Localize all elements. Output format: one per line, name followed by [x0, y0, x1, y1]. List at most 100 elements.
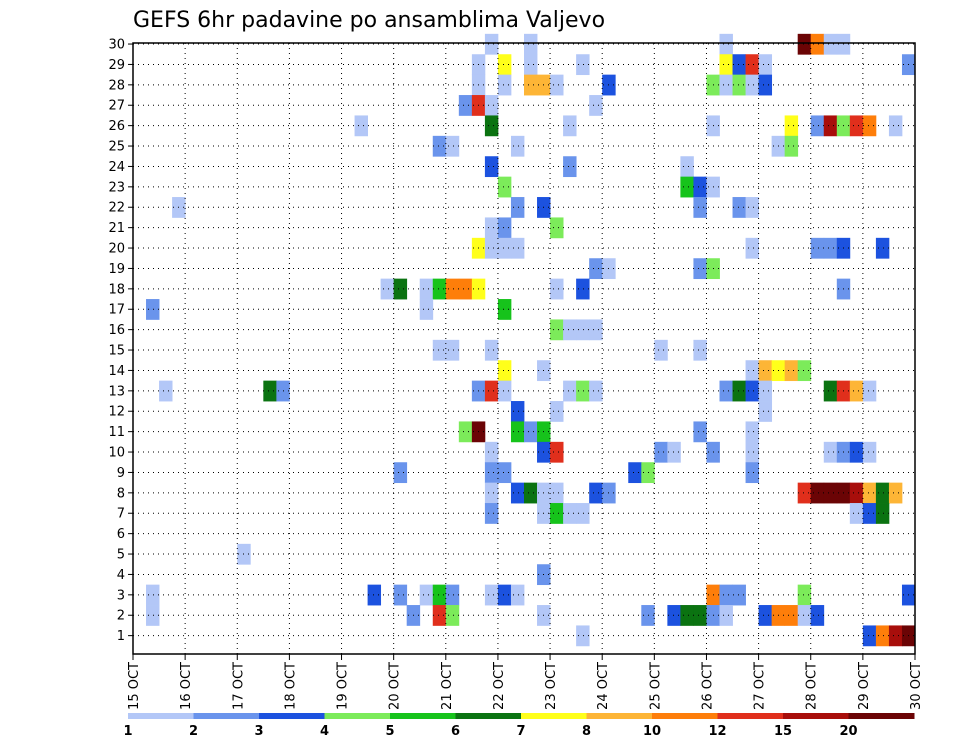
cell-177 [419, 584, 434, 606]
cell-69 [823, 237, 838, 259]
cell-145 [497, 462, 512, 484]
cell-30 [589, 95, 603, 116]
cell-33 [563, 115, 577, 137]
cell-23 [719, 74, 733, 96]
cell-90 [563, 319, 577, 341]
cell-167 [563, 503, 577, 524]
y-tick-label-30: 30 [108, 38, 125, 53]
cell-48 [563, 156, 577, 178]
cell-117 [758, 380, 773, 402]
cell-55 [510, 197, 525, 218]
cell-64 [484, 237, 499, 259]
cell-164 [484, 503, 499, 524]
cell-194 [667, 605, 681, 626]
cell-169 [849, 503, 864, 524]
cell-191 [445, 605, 460, 626]
cell-203 [810, 605, 825, 626]
cell-176 [393, 584, 408, 606]
cell-88 [497, 299, 512, 320]
cell-24 [732, 74, 746, 96]
cell-10 [576, 54, 590, 76]
cell-62 [550, 217, 564, 239]
cell-136 [667, 441, 681, 463]
cell-186 [797, 584, 812, 606]
x-axis: 15 OCT 16 OCT 17 OCT 18 OCT 19 OCT 20 OCT 21 O… [127, 654, 924, 710]
cell-36 [810, 115, 825, 137]
cell-78 [419, 278, 434, 300]
cell-175 [367, 584, 382, 606]
cell-71 [875, 237, 890, 259]
cell-98 [497, 360, 512, 382]
cell-103 [784, 360, 799, 382]
cell-20 [550, 74, 564, 96]
colorbar-swatch-0 [128, 713, 194, 719]
y-tick-label-16: 16 [108, 323, 125, 338]
cell-134 [550, 441, 564, 463]
y-axis: 1234567891011121314151617181920212223242… [108, 38, 133, 644]
colorbar-swatch-2 [259, 713, 325, 719]
y-tick-label-8: 8 [117, 486, 125, 501]
cell-124 [758, 401, 773, 422]
cell-188 [146, 605, 160, 626]
cell-115 [732, 380, 746, 402]
y-tick-label-25: 25 [108, 140, 125, 155]
cell-168 [576, 503, 590, 524]
y-tick-label-1: 1 [117, 629, 125, 644]
cell-128 [524, 421, 538, 443]
cell-60 [484, 217, 499, 239]
colorbar-label-8: 10 [643, 724, 661, 739]
cell-13 [745, 54, 759, 76]
cell-95 [484, 339, 499, 361]
cell-37 [823, 115, 838, 137]
cell-80 [445, 278, 460, 300]
x-tick-label-6: 21 OCT [440, 662, 455, 710]
cell-27 [458, 95, 473, 116]
cell-151 [524, 482, 538, 504]
cell-96 [654, 339, 668, 361]
colorbar-swatch-1 [193, 713, 260, 719]
cell-201 [784, 605, 799, 626]
colorbar-swatch-3 [324, 713, 391, 719]
cell-66 [510, 237, 525, 259]
cell-179 [445, 584, 460, 606]
cell-131 [745, 421, 759, 443]
cell-12 [732, 54, 746, 76]
cell-106 [263, 380, 277, 402]
y-tick-label-11: 11 [108, 425, 125, 440]
cell-1 [524, 33, 538, 55]
cell-122 [510, 401, 525, 422]
cell-57 [693, 197, 707, 218]
cell-42 [432, 135, 447, 157]
cell-101 [758, 360, 773, 382]
cell-93 [432, 339, 447, 361]
cell-180 [484, 584, 499, 606]
cell-74 [693, 258, 707, 280]
cell-4 [810, 33, 825, 55]
y-tick-label-2: 2 [117, 609, 125, 624]
cell-161 [862, 482, 877, 504]
cell-132 [484, 441, 499, 463]
cell-146 [628, 462, 642, 484]
cell-123 [550, 401, 564, 422]
cell-178 [432, 584, 447, 606]
cell-198 [719, 605, 733, 626]
cell-166 [550, 503, 564, 524]
cell-153 [550, 482, 564, 504]
cell-104 [797, 360, 812, 382]
colorbar-label-6: 7 [516, 724, 525, 739]
cell-89 [550, 319, 564, 341]
x-tick-label-10: 25 OCT [648, 662, 663, 710]
colorbar-label-0: 1 [123, 724, 132, 739]
cell-44 [510, 135, 525, 157]
x-tick-label-4: 19 OCT [336, 662, 351, 710]
cell-2 [719, 33, 733, 55]
colorbar-swatch-7 [586, 713, 653, 719]
y-tick-label-5: 5 [117, 548, 125, 563]
cell-92 [589, 319, 603, 341]
cell-174 [146, 584, 160, 606]
cell-86 [146, 299, 160, 320]
y-tick-label-10: 10 [108, 446, 125, 461]
y-tick-label-22: 22 [108, 201, 125, 216]
cell-29 [484, 95, 499, 116]
cell-5 [823, 33, 838, 55]
